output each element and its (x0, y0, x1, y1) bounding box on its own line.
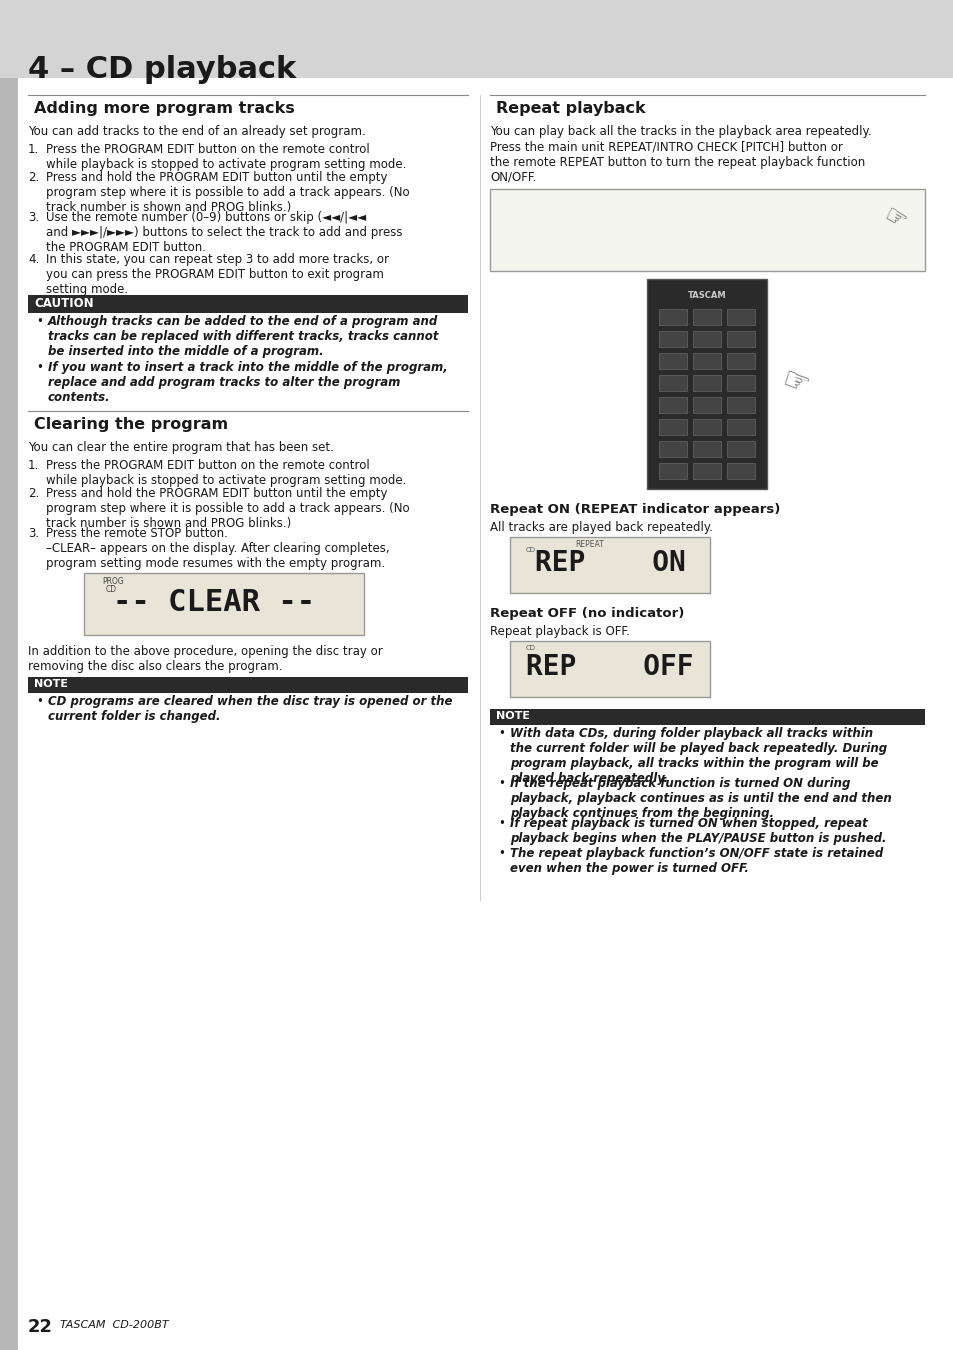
Text: 2.: 2. (28, 171, 39, 184)
Text: •: • (497, 778, 504, 790)
Text: In this state, you can repeat step 3 to add more tracks, or
you can press the PR: In this state, you can repeat step 3 to … (46, 252, 389, 296)
Text: •: • (497, 728, 504, 740)
Bar (693, 441, 720, 458)
Text: 22: 22 (28, 1318, 53, 1336)
Bar (693, 463, 720, 479)
Text: CD: CD (106, 585, 117, 594)
Bar (0, 0, 953, 78)
Text: CAUTION: CAUTION (34, 297, 93, 310)
Text: •: • (497, 846, 504, 860)
Bar (727, 463, 755, 479)
Bar (693, 309, 720, 325)
Bar (510, 641, 709, 697)
Text: Repeat playback is OFF.: Repeat playback is OFF. (490, 625, 629, 639)
Bar (28, 296, 468, 313)
Bar (659, 418, 687, 435)
Bar (647, 279, 767, 489)
Bar (659, 463, 687, 479)
Text: •: • (36, 315, 43, 328)
Text: REP    OFF: REP OFF (526, 653, 693, 680)
Text: CD: CD (525, 645, 536, 651)
Bar (490, 709, 924, 725)
Bar (727, 397, 755, 413)
Text: ☞: ☞ (879, 204, 910, 236)
Text: •: • (36, 360, 43, 374)
Text: Press and hold the PROGRAM EDIT button until the empty
program step where it is : Press and hold the PROGRAM EDIT button u… (46, 487, 409, 531)
Text: Repeat ON (REPEAT indicator appears): Repeat ON (REPEAT indicator appears) (490, 504, 780, 516)
Text: REPEAT: REPEAT (575, 540, 604, 549)
Text: NOTE: NOTE (496, 711, 530, 721)
Bar (510, 537, 709, 593)
Text: 3.: 3. (28, 526, 39, 540)
Text: [CD Player Unit Image]: [CD Player Unit Image] (651, 225, 762, 235)
Text: If repeat playback is turned ON when stopped, repeat
playback begins when the PL: If repeat playback is turned ON when sto… (510, 817, 885, 845)
Text: Although tracks can be added to the end of a program and
tracks can be replaced : Although tracks can be added to the end … (48, 315, 438, 358)
Bar (659, 375, 687, 391)
Text: If the repeat playback function is turned ON during
playback, playback continues: If the repeat playback function is turne… (510, 778, 891, 819)
Bar (84, 572, 364, 634)
Bar (490, 189, 924, 271)
Text: 1.: 1. (28, 143, 39, 157)
Text: Press and hold the PROGRAM EDIT button until the empty
program step where it is : Press and hold the PROGRAM EDIT button u… (46, 171, 409, 215)
Bar (659, 441, 687, 458)
Text: With data CDs, during folder playback all tracks within
the current folder will : With data CDs, during folder playback al… (510, 728, 886, 784)
Text: PROG: PROG (102, 576, 124, 586)
Text: ☞: ☞ (777, 366, 812, 402)
Text: TASCAM: TASCAM (687, 292, 726, 300)
Text: Use the remote number (0–9) buttons or skip (◄◄/|◄◄
and ►►►|/►►►) buttons to sel: Use the remote number (0–9) buttons or s… (46, 211, 402, 254)
Text: CD programs are cleared when the disc tray is opened or the
current folder is ch: CD programs are cleared when the disc tr… (48, 695, 452, 724)
Bar (693, 352, 720, 369)
Bar (659, 309, 687, 325)
Text: You can clear the entire program that has been set.: You can clear the entire program that ha… (28, 441, 334, 454)
Text: -- CLEAR --: -- CLEAR -- (112, 589, 314, 617)
Bar (659, 352, 687, 369)
Text: Repeat playback: Repeat playback (496, 101, 645, 116)
Text: Press the main unit REPEAT/INTRO CHECK [PITCH] button or
the remote REPEAT butto: Press the main unit REPEAT/INTRO CHECK [… (490, 140, 864, 184)
Bar (659, 331, 687, 347)
Bar (727, 418, 755, 435)
Bar (84, 572, 364, 634)
Text: •: • (36, 695, 43, 707)
Text: All tracks are played back repeatedly.: All tracks are played back repeatedly. (490, 521, 712, 535)
Text: Press the remote STOP button.
–CLEAR– appears on the display. After clearing com: Press the remote STOP button. –CLEAR– ap… (46, 526, 389, 570)
Text: 4.: 4. (28, 252, 39, 266)
Text: CD: CD (525, 547, 536, 553)
Text: 1.: 1. (28, 459, 39, 472)
Text: Press the PROGRAM EDIT button on the remote control
while playback is stopped to: Press the PROGRAM EDIT button on the rem… (46, 143, 406, 171)
Text: 4 – CD playback: 4 – CD playback (28, 55, 296, 84)
Bar (693, 418, 720, 435)
Text: You can play back all the tracks in the playback area repeatedly.: You can play back all the tracks in the … (490, 126, 871, 138)
Bar (693, 375, 720, 391)
Text: 3.: 3. (28, 211, 39, 224)
Text: Adding more program tracks: Adding more program tracks (34, 101, 294, 116)
Bar (727, 309, 755, 325)
Bar (727, 331, 755, 347)
Bar (727, 352, 755, 369)
Bar (693, 397, 720, 413)
Bar (727, 441, 755, 458)
Text: Repeat OFF (no indicator): Repeat OFF (no indicator) (490, 608, 683, 620)
Text: •: • (497, 817, 504, 830)
Bar (727, 375, 755, 391)
Bar (659, 397, 687, 413)
Bar (0, 78, 18, 1350)
Text: If you want to insert a track into the middle of the program,
replace and add pr: If you want to insert a track into the m… (48, 360, 447, 404)
Text: Press the PROGRAM EDIT button on the remote control
while playback is stopped to: Press the PROGRAM EDIT button on the rem… (46, 459, 406, 487)
Text: REP    ON: REP ON (534, 549, 684, 576)
Bar (84, 572, 364, 634)
Text: TASCAM  CD-200BT: TASCAM CD-200BT (60, 1320, 169, 1330)
Text: In addition to the above procedure, opening the disc tray or
removing the disc a: In addition to the above procedure, open… (28, 645, 382, 674)
Text: NOTE: NOTE (34, 679, 68, 688)
Text: The repeat playback function’s ON/OFF state is retained
even when the power is t: The repeat playback function’s ON/OFF st… (510, 846, 882, 875)
Text: Clearing the program: Clearing the program (34, 417, 228, 432)
Bar (28, 676, 468, 693)
Text: You can add tracks to the end of an already set program.: You can add tracks to the end of an alre… (28, 126, 365, 138)
Bar (693, 331, 720, 347)
Text: 2.: 2. (28, 487, 39, 500)
Bar (495, 197, 919, 259)
